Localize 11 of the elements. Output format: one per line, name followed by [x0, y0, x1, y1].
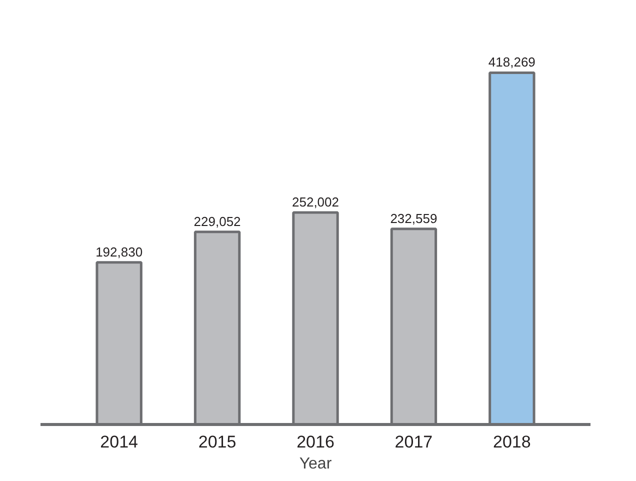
x-tick-label: 2016	[296, 432, 334, 452]
x-tick-label: 2015	[198, 432, 236, 452]
data-label: 252,002	[292, 194, 340, 210]
x-tick-label: 2014	[100, 432, 138, 452]
x-tick-label: 2018	[493, 432, 531, 452]
data-label: 229,052	[194, 214, 241, 229]
data-label: 232,559	[390, 210, 438, 226]
data-label: 192,830	[96, 244, 143, 260]
data-label: 418,269	[488, 54, 536, 70]
x-axis-title: Year	[299, 456, 332, 472]
x-tick-label: 2017	[394, 432, 433, 452]
